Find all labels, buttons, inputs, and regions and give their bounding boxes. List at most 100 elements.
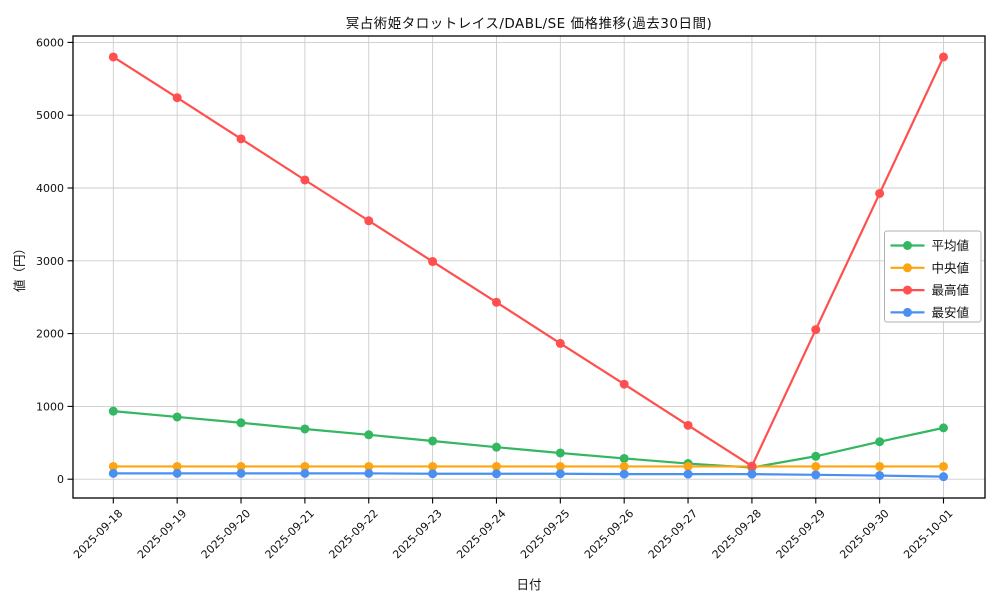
series-min-point	[364, 468, 374, 478]
series-min-point	[747, 469, 757, 479]
x-tick-label: 2025-09-20	[199, 507, 253, 561]
series-median-point	[491, 461, 501, 471]
chart-title: 冥占術姫タロットレイス/DABL/SE 価格推移(過去30日間)	[345, 16, 713, 32]
y-tick-label: 2000	[36, 328, 64, 341]
y-axis: 0 1000 2000 3000 4000 5000 6000	[36, 36, 73, 486]
x-tick-label: 2025-09-21	[263, 507, 317, 561]
series-min-point	[619, 469, 629, 479]
x-tick-label: 2025-09-26	[582, 507, 636, 561]
legend-label-median: 中央値	[932, 260, 970, 275]
series-max-point	[364, 216, 374, 226]
series-min-point	[811, 470, 821, 480]
series-max-point	[811, 325, 821, 335]
series-max-point	[555, 338, 565, 348]
series-median	[108, 461, 948, 471]
series-average-point	[491, 442, 501, 452]
y-tick-label: 1000	[36, 400, 64, 413]
series-max-point	[428, 257, 438, 267]
legend-marker-average	[903, 241, 912, 250]
series-median-point	[428, 461, 438, 471]
x-tick-label: 2025-09-19	[135, 507, 189, 561]
series-min-line	[112, 472, 945, 478]
series-median-point	[811, 461, 821, 471]
series-median-point	[364, 461, 374, 471]
series-max-point	[747, 461, 757, 471]
series-min-point	[236, 468, 246, 478]
y-tick-label: 5000	[36, 109, 64, 122]
series-median-point	[555, 461, 565, 471]
series-median-point	[875, 461, 885, 471]
series-median-point	[172, 461, 182, 471]
series-average-point	[236, 418, 246, 428]
series-max-point	[172, 93, 182, 103]
series-average-point	[172, 412, 182, 422]
grid	[73, 36, 985, 498]
series-max-point	[108, 52, 118, 62]
legend-item-median: 中央値	[890, 260, 970, 275]
x-tick-label: 2025-09-29	[773, 507, 827, 561]
x-tick-label: 2025-09-27	[646, 507, 700, 561]
series-max-line	[112, 55, 945, 468]
series-average-point	[875, 437, 885, 447]
series-average-point	[619, 453, 629, 463]
series-average-point	[300, 424, 310, 434]
series-max-point	[683, 420, 693, 430]
legend-item-max: 最高値	[890, 283, 970, 298]
legend-item-min: 最安値	[890, 305, 970, 320]
legend-marker-median	[903, 263, 912, 273]
x-tick-label: 2025-09-30	[837, 507, 891, 561]
series-min-point	[300, 468, 310, 478]
series-min-point	[172, 468, 182, 478]
series-average-point	[428, 436, 438, 446]
series-median-point	[236, 461, 246, 471]
y-tick-label: 6000	[36, 36, 64, 49]
x-tick-label: 2025-09-28	[710, 507, 764, 561]
series-max	[108, 52, 948, 471]
y-tick-label: 4000	[36, 182, 64, 195]
series-median-point	[619, 461, 629, 471]
legend-marker-max	[903, 285, 912, 295]
x-tick-label: 2025-09-22	[326, 507, 380, 561]
series-median-point	[683, 461, 693, 471]
series-average-point	[364, 430, 374, 440]
series-median-point	[939, 461, 948, 471]
series-average-point	[108, 406, 118, 416]
series-max-point	[491, 297, 501, 307]
legend-box	[884, 230, 982, 323]
legend-label-max: 最高値	[932, 283, 970, 298]
legend-marker-min	[903, 307, 912, 317]
series-min-point	[683, 469, 693, 479]
series-min-point	[108, 468, 118, 478]
series-max-point	[619, 379, 629, 389]
series-max-point	[939, 52, 948, 62]
x-tick-label: 2025-09-24	[454, 507, 508, 561]
series-max-point	[236, 134, 246, 144]
plot-frame	[72, 35, 986, 499]
x-axis: 2025-09-18 2025-09-19 2025-09-20 2025-09-21…	[71, 498, 956, 561]
series-min-point	[875, 471, 885, 481]
y-tick-label: 0	[57, 473, 64, 486]
series-min-point	[491, 469, 501, 479]
series-min-point	[939, 472, 948, 482]
series-average-point	[939, 423, 948, 433]
legend-item-average: 平均値	[890, 238, 970, 253]
series-median-point	[108, 461, 118, 471]
series-average-point	[811, 451, 821, 461]
series-average-line	[112, 410, 945, 469]
series-median-point	[300, 461, 310, 471]
legend-label-average: 平均値	[932, 238, 970, 253]
x-tick-label: 2025-09-25	[518, 507, 572, 561]
series-max-point	[875, 188, 885, 198]
series-average-point	[555, 448, 565, 458]
x-tick-label: 2025-09-18	[71, 507, 125, 561]
series-average	[108, 406, 948, 473]
x-tick-label: 2025-09-23	[390, 507, 444, 561]
x-tick-label: 2025-10-01	[901, 507, 955, 561]
legend-label-min: 最安値	[932, 305, 970, 320]
y-axis-label: 値（円）	[12, 242, 27, 293]
series-min-point	[428, 469, 438, 479]
y-tick-label: 3000	[36, 255, 64, 268]
